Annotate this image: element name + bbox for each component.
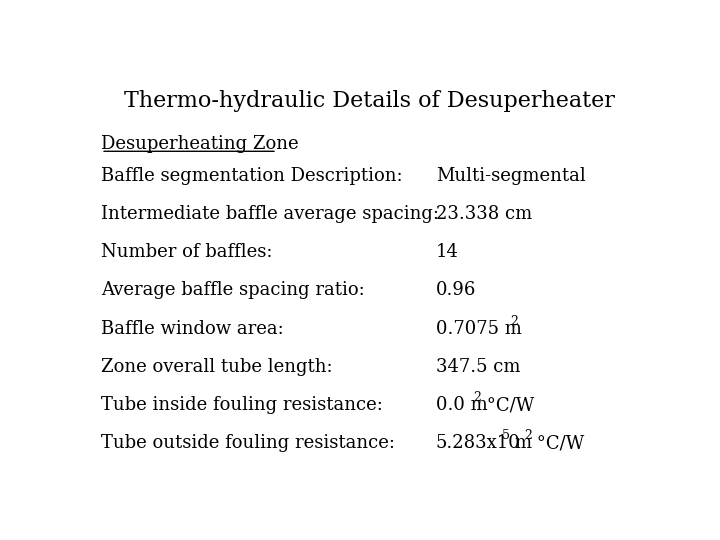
Text: 0.96: 0.96	[436, 281, 477, 300]
Text: 2: 2	[473, 391, 481, 404]
Text: 347.5 cm: 347.5 cm	[436, 358, 521, 376]
Text: Tube inside fouling resistance:: Tube inside fouling resistance:	[101, 396, 383, 414]
Text: 5.283x10: 5.283x10	[436, 435, 521, 453]
Text: m: m	[514, 435, 531, 453]
Text: Intermediate baffle average spacing:: Intermediate baffle average spacing:	[101, 205, 439, 223]
Text: Tube outside fouling resistance:: Tube outside fouling resistance:	[101, 435, 395, 453]
Text: Number of baffles:: Number of baffles:	[101, 243, 273, 261]
Text: 2: 2	[524, 429, 532, 442]
Text: 23.338 cm: 23.338 cm	[436, 205, 532, 223]
Text: 14: 14	[436, 243, 459, 261]
Text: °C/W: °C/W	[531, 435, 584, 453]
Text: Baffle window area:: Baffle window area:	[101, 320, 284, 338]
Text: Baffle segmentation Description:: Baffle segmentation Description:	[101, 167, 402, 185]
Text: Zone overall tube length:: Zone overall tube length:	[101, 358, 333, 376]
Text: °C/W: °C/W	[481, 396, 534, 414]
Text: 0.0 m: 0.0 m	[436, 396, 487, 414]
Text: 2: 2	[510, 315, 518, 328]
Text: Desuperheating Zone: Desuperheating Zone	[101, 136, 299, 153]
Text: 0.7075 m: 0.7075 m	[436, 320, 522, 338]
Text: Multi-segmental: Multi-segmental	[436, 167, 585, 185]
Text: Thermo-hydraulic Details of Desuperheater: Thermo-hydraulic Details of Desuperheate…	[124, 90, 614, 112]
Text: -5: -5	[498, 429, 510, 442]
Text: Average baffle spacing ratio:: Average baffle spacing ratio:	[101, 281, 365, 300]
